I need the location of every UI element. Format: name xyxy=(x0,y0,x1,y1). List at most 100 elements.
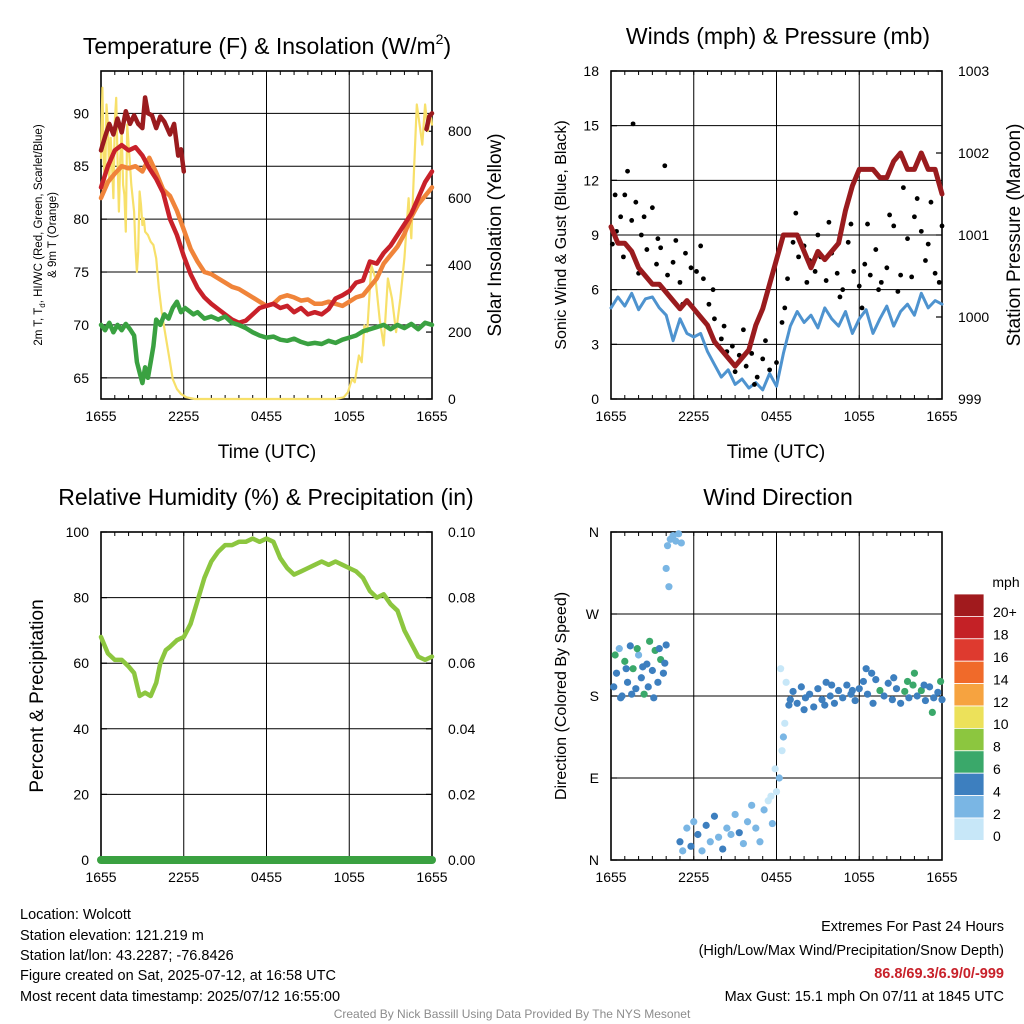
gust-point xyxy=(670,259,676,265)
direction-point xyxy=(706,838,714,846)
direction-point xyxy=(859,677,867,686)
direction-point xyxy=(851,696,859,705)
direction-point xyxy=(818,696,826,704)
gust-point xyxy=(649,205,655,211)
direction-point xyxy=(672,537,680,545)
gust-point xyxy=(618,214,624,220)
legend-label: 12 xyxy=(993,694,1009,710)
gust-point xyxy=(867,272,873,278)
legend-label: 18 xyxy=(993,627,1009,643)
right-tick-label: 1001 xyxy=(958,227,989,243)
x-tick-label: 1055 xyxy=(334,408,365,424)
direction-point xyxy=(778,747,786,755)
direction-point xyxy=(930,694,938,702)
direction-point xyxy=(797,683,805,691)
pressure-y-axis-label: Station Pressure (Maroon) xyxy=(1004,124,1024,347)
direction-point xyxy=(628,690,636,698)
direction-point xyxy=(710,812,719,820)
gust-point xyxy=(840,287,846,293)
x-tick-label: 1655 xyxy=(416,408,447,424)
y-tick-label: E xyxy=(590,770,599,786)
direction-point xyxy=(810,703,818,711)
gust-point xyxy=(865,221,870,227)
direction-point xyxy=(876,686,884,695)
direction-point xyxy=(793,699,801,707)
pressure-line xyxy=(608,150,945,369)
direction-point xyxy=(739,840,748,848)
gust-point xyxy=(900,185,906,191)
x-tick-label: 1055 xyxy=(334,869,365,885)
direction-point xyxy=(731,810,739,819)
direction-point xyxy=(768,819,776,828)
temperature-panel: Temperature (F) & Insolation (W/m2) Time… xyxy=(33,31,506,463)
gust-point xyxy=(662,163,668,169)
direction-point xyxy=(786,696,794,704)
x-tick-label: 1655 xyxy=(926,408,957,424)
y-tick-label: 20 xyxy=(73,786,89,802)
temperature-series-line xyxy=(424,111,435,132)
direction-point xyxy=(655,645,663,653)
right-tick-label: 1002 xyxy=(958,145,989,161)
gust-point xyxy=(826,219,832,225)
direction-point xyxy=(617,694,625,702)
temperature-panel-title: Temperature (F) & Insolation (W/m2) xyxy=(83,31,451,59)
direction-point xyxy=(633,645,641,653)
gust-point xyxy=(856,283,862,289)
y-tick-label: N xyxy=(589,852,599,868)
gust-point xyxy=(630,121,636,127)
gust-point xyxy=(665,272,670,278)
temperature-y-axis-label: 2m T, Td, HI/WC (Red, Green, Scarlet/Blu… xyxy=(33,124,47,345)
y-tick-label: 15 xyxy=(583,118,599,134)
direction-point xyxy=(830,699,839,707)
humidity-y-axis-label: Percent & Precipitation xyxy=(27,599,48,792)
legend-label: 6 xyxy=(993,761,1001,777)
direction-point xyxy=(674,530,683,538)
direction-point xyxy=(779,733,787,741)
y-tick-label: 12 xyxy=(583,172,599,188)
right-tick-label: 1000 xyxy=(958,309,989,325)
gust-point xyxy=(718,336,724,342)
legend-swatch xyxy=(953,616,985,640)
direction-point xyxy=(843,681,851,689)
gust-point xyxy=(891,223,897,229)
gust-point xyxy=(859,305,865,311)
direction-point xyxy=(834,686,843,695)
direction-point xyxy=(727,830,735,839)
right-tick-label: 0.04 xyxy=(448,721,475,737)
y-tick-label: 90 xyxy=(73,105,89,121)
gust-point xyxy=(743,363,749,369)
direction-point xyxy=(839,694,847,702)
gust-point xyxy=(712,316,717,322)
legend-label: 2 xyxy=(993,806,1001,822)
y-tick-label: W xyxy=(586,606,600,622)
direction-point xyxy=(789,687,797,696)
direction-point xyxy=(821,701,829,709)
y-tick-label: 80 xyxy=(73,590,89,606)
direction-point xyxy=(756,838,764,846)
direction-point xyxy=(921,696,930,705)
direction-point xyxy=(694,830,702,839)
legend-swatch xyxy=(953,772,985,797)
direction-point xyxy=(775,774,783,782)
y-tick-label: 60 xyxy=(73,655,89,671)
legend-label: 16 xyxy=(993,649,1009,665)
direction-point xyxy=(662,641,670,649)
gust-point xyxy=(845,239,851,245)
direction-point xyxy=(934,688,942,696)
gust-point xyxy=(683,250,688,256)
direction-point xyxy=(714,833,723,841)
right-tick-label: 400 xyxy=(448,257,472,273)
extremes-values: 86.8/69.3/6.9/0/-999 xyxy=(874,966,1004,982)
right-tick-label: 200 xyxy=(448,324,472,340)
direction-point xyxy=(863,690,872,698)
direction-point xyxy=(621,657,629,665)
temperature-y-axis-label-line2: & 9m T (Orange) xyxy=(47,192,59,278)
direction-point xyxy=(612,669,621,677)
direction-point xyxy=(913,692,921,700)
wind-y-axis-label: Sonic Wind & Gust (Blue, Black) xyxy=(553,120,570,349)
direction-point xyxy=(646,637,654,645)
direction-point xyxy=(826,692,834,700)
direction-point xyxy=(626,642,634,650)
y-tick-label: S xyxy=(590,688,599,704)
